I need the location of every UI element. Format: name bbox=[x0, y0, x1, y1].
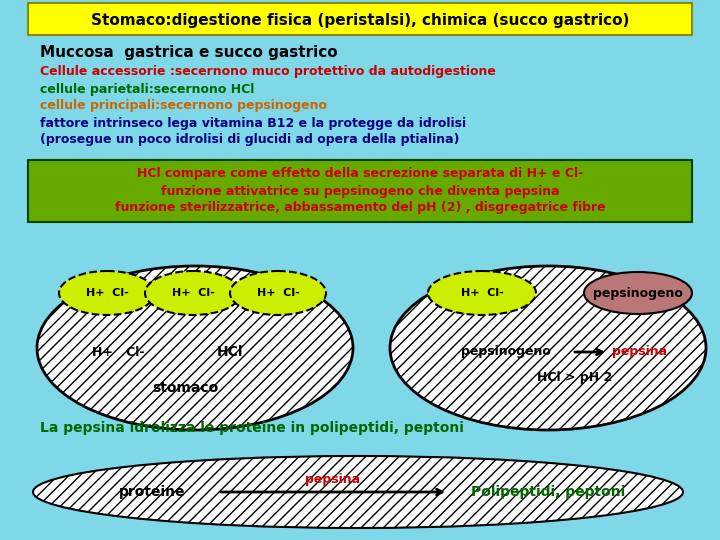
Text: H+  Cl-: H+ Cl- bbox=[171, 288, 215, 298]
Text: proteine: proteine bbox=[119, 485, 185, 499]
Text: funzione sterilizzatrice, abbassamento del pH (2) , disgregatrice fibre: funzione sterilizzatrice, abbassamento d… bbox=[114, 201, 606, 214]
Text: fattore intrinseco lega vitamina B12 e la protegge da idrolisi: fattore intrinseco lega vitamina B12 e l… bbox=[40, 117, 466, 130]
Text: cellule principali:secernono pepsinogeno: cellule principali:secernono pepsinogeno bbox=[40, 99, 327, 112]
Text: pepsinogeno: pepsinogeno bbox=[593, 287, 683, 300]
Ellipse shape bbox=[37, 266, 353, 430]
Ellipse shape bbox=[145, 271, 241, 315]
Text: Cellule accessorie :secernono muco protettivo da autodigestione: Cellule accessorie :secernono muco prote… bbox=[40, 65, 496, 78]
Text: pepsinogeno: pepsinogeno bbox=[461, 346, 551, 359]
FancyBboxPatch shape bbox=[28, 3, 692, 35]
Ellipse shape bbox=[584, 272, 692, 314]
Text: HCl: HCl bbox=[217, 345, 243, 359]
Text: (prosegue un poco idrolisi di glucidi ad opera della ptialina): (prosegue un poco idrolisi di glucidi ad… bbox=[40, 133, 459, 146]
Text: HCl > pH 2: HCl > pH 2 bbox=[537, 372, 613, 384]
Text: H+  Cl-: H+ Cl- bbox=[461, 288, 503, 298]
Text: Polipeptidi, peptoni: Polipeptidi, peptoni bbox=[471, 485, 625, 499]
Ellipse shape bbox=[59, 271, 155, 315]
Ellipse shape bbox=[428, 271, 536, 315]
Text: H+  Cl-: H+ Cl- bbox=[256, 288, 300, 298]
Ellipse shape bbox=[33, 456, 683, 528]
Text: funzione attivatrice su pepsinogeno che diventa pepsina: funzione attivatrice su pepsinogeno che … bbox=[161, 185, 559, 198]
Ellipse shape bbox=[230, 271, 326, 315]
Text: HCl compare come effetto della secrezione separata di H+ e Cl-: HCl compare come effetto della secrezion… bbox=[137, 167, 583, 180]
Text: stomaco: stomaco bbox=[152, 381, 218, 395]
Text: cellule parietali:secernono HCl: cellule parietali:secernono HCl bbox=[40, 83, 254, 96]
Text: H+  Cl-: H+ Cl- bbox=[86, 288, 128, 298]
Text: H+   Cl-: H+ Cl- bbox=[91, 346, 144, 359]
FancyBboxPatch shape bbox=[28, 160, 692, 222]
Text: Stomaco:digestione fisica (peristalsi), chimica (succo gastrico): Stomaco:digestione fisica (peristalsi), … bbox=[91, 12, 629, 28]
Text: pepsina: pepsina bbox=[613, 346, 667, 359]
Text: pepsina: pepsina bbox=[305, 474, 361, 487]
Text: Muccosa  gastrica e succo gastrico: Muccosa gastrica e succo gastrico bbox=[40, 44, 338, 59]
Ellipse shape bbox=[390, 266, 706, 430]
Text: La pepsina idrolizza le proteine in polipeptidi, peptoni: La pepsina idrolizza le proteine in poli… bbox=[40, 421, 464, 435]
